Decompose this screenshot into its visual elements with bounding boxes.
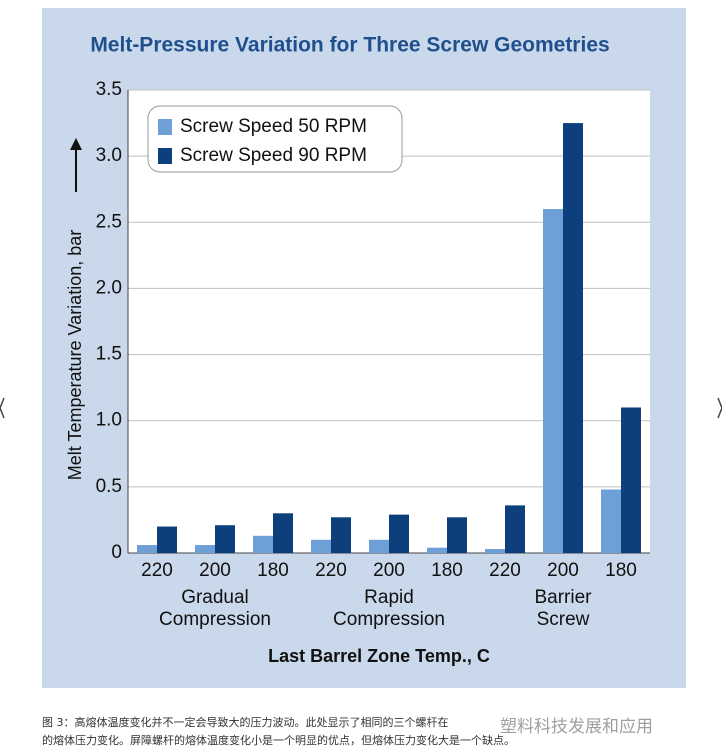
x-tick-label: 180 (431, 560, 463, 581)
bar (389, 514, 409, 553)
y-tick-label: 3.5 (96, 79, 122, 100)
bar (253, 535, 273, 553)
y-arrow-head (70, 138, 82, 150)
bar (427, 547, 447, 553)
bar (447, 517, 467, 553)
legend-swatch (158, 119, 172, 135)
bar (601, 489, 621, 553)
y-tick-label: 1.5 (96, 344, 122, 365)
bar (369, 539, 389, 553)
bar (563, 123, 583, 554)
y-tick-label: 1.0 (96, 410, 122, 431)
next-button[interactable] (717, 397, 722, 419)
y-tick-label: 2.5 (96, 211, 122, 232)
group-label: Gradual (181, 587, 249, 608)
group-label: Compression (333, 609, 445, 630)
legend-box (147, 105, 403, 173)
bar (157, 526, 177, 553)
y-tick-label: 3.0 (96, 145, 122, 166)
x-tick-label: 220 (315, 560, 347, 581)
group-label: Barrier (534, 587, 592, 608)
bar (505, 505, 525, 553)
bar (195, 545, 215, 553)
bar (215, 525, 235, 553)
bar (311, 539, 331, 553)
bar (331, 517, 351, 553)
x-tick-label: 220 (141, 560, 173, 581)
x-tick-label: 180 (257, 560, 289, 581)
y-tick-label: 0.5 (96, 476, 122, 497)
x-tick-label: 200 (547, 560, 579, 581)
bar (137, 545, 157, 553)
prev-button[interactable] (0, 397, 5, 419)
x-tick-label: 200 (199, 560, 231, 581)
group-label: Screw (537, 609, 590, 630)
chart: Melt-Pressure Variation for Three Screw … (0, 8, 722, 688)
y-tick-label: 2.0 (96, 277, 122, 298)
group-label: Compression (159, 609, 271, 630)
chart-title: Melt-Pressure Variation for Three Screw … (90, 34, 609, 57)
bar (621, 407, 641, 553)
legend-label: Screw Speed 50 RPM (180, 116, 367, 137)
bar (273, 513, 293, 553)
caption-line: 的熔体压力变化。屏障螺杆的熔体温度变化小是一个明显的优点，但熔体压力变化大是一个… (42, 734, 515, 747)
bar (543, 209, 563, 554)
legend-label: Screw Speed 90 RPM (180, 145, 367, 166)
legend-swatch (158, 148, 172, 164)
x-tick-label: 200 (373, 560, 405, 581)
x-tick-label: 220 (489, 560, 521, 581)
bar (485, 549, 505, 553)
x-axis-title: Last Barrel Zone Temp., C (268, 646, 490, 666)
caption-line: 图 3：高熔体温度变化并不一定会导致大的压力波动。此处显示了相同的三个螺杆在 (42, 716, 449, 729)
y-axis-title: Melt Temperature Variation, bar (65, 230, 85, 480)
x-tick-label: 180 (605, 560, 637, 581)
group-label: Rapid (364, 587, 414, 608)
y-tick-label: 0 (111, 542, 122, 563)
watermark: 塑料科技发展和应用 (500, 717, 653, 737)
